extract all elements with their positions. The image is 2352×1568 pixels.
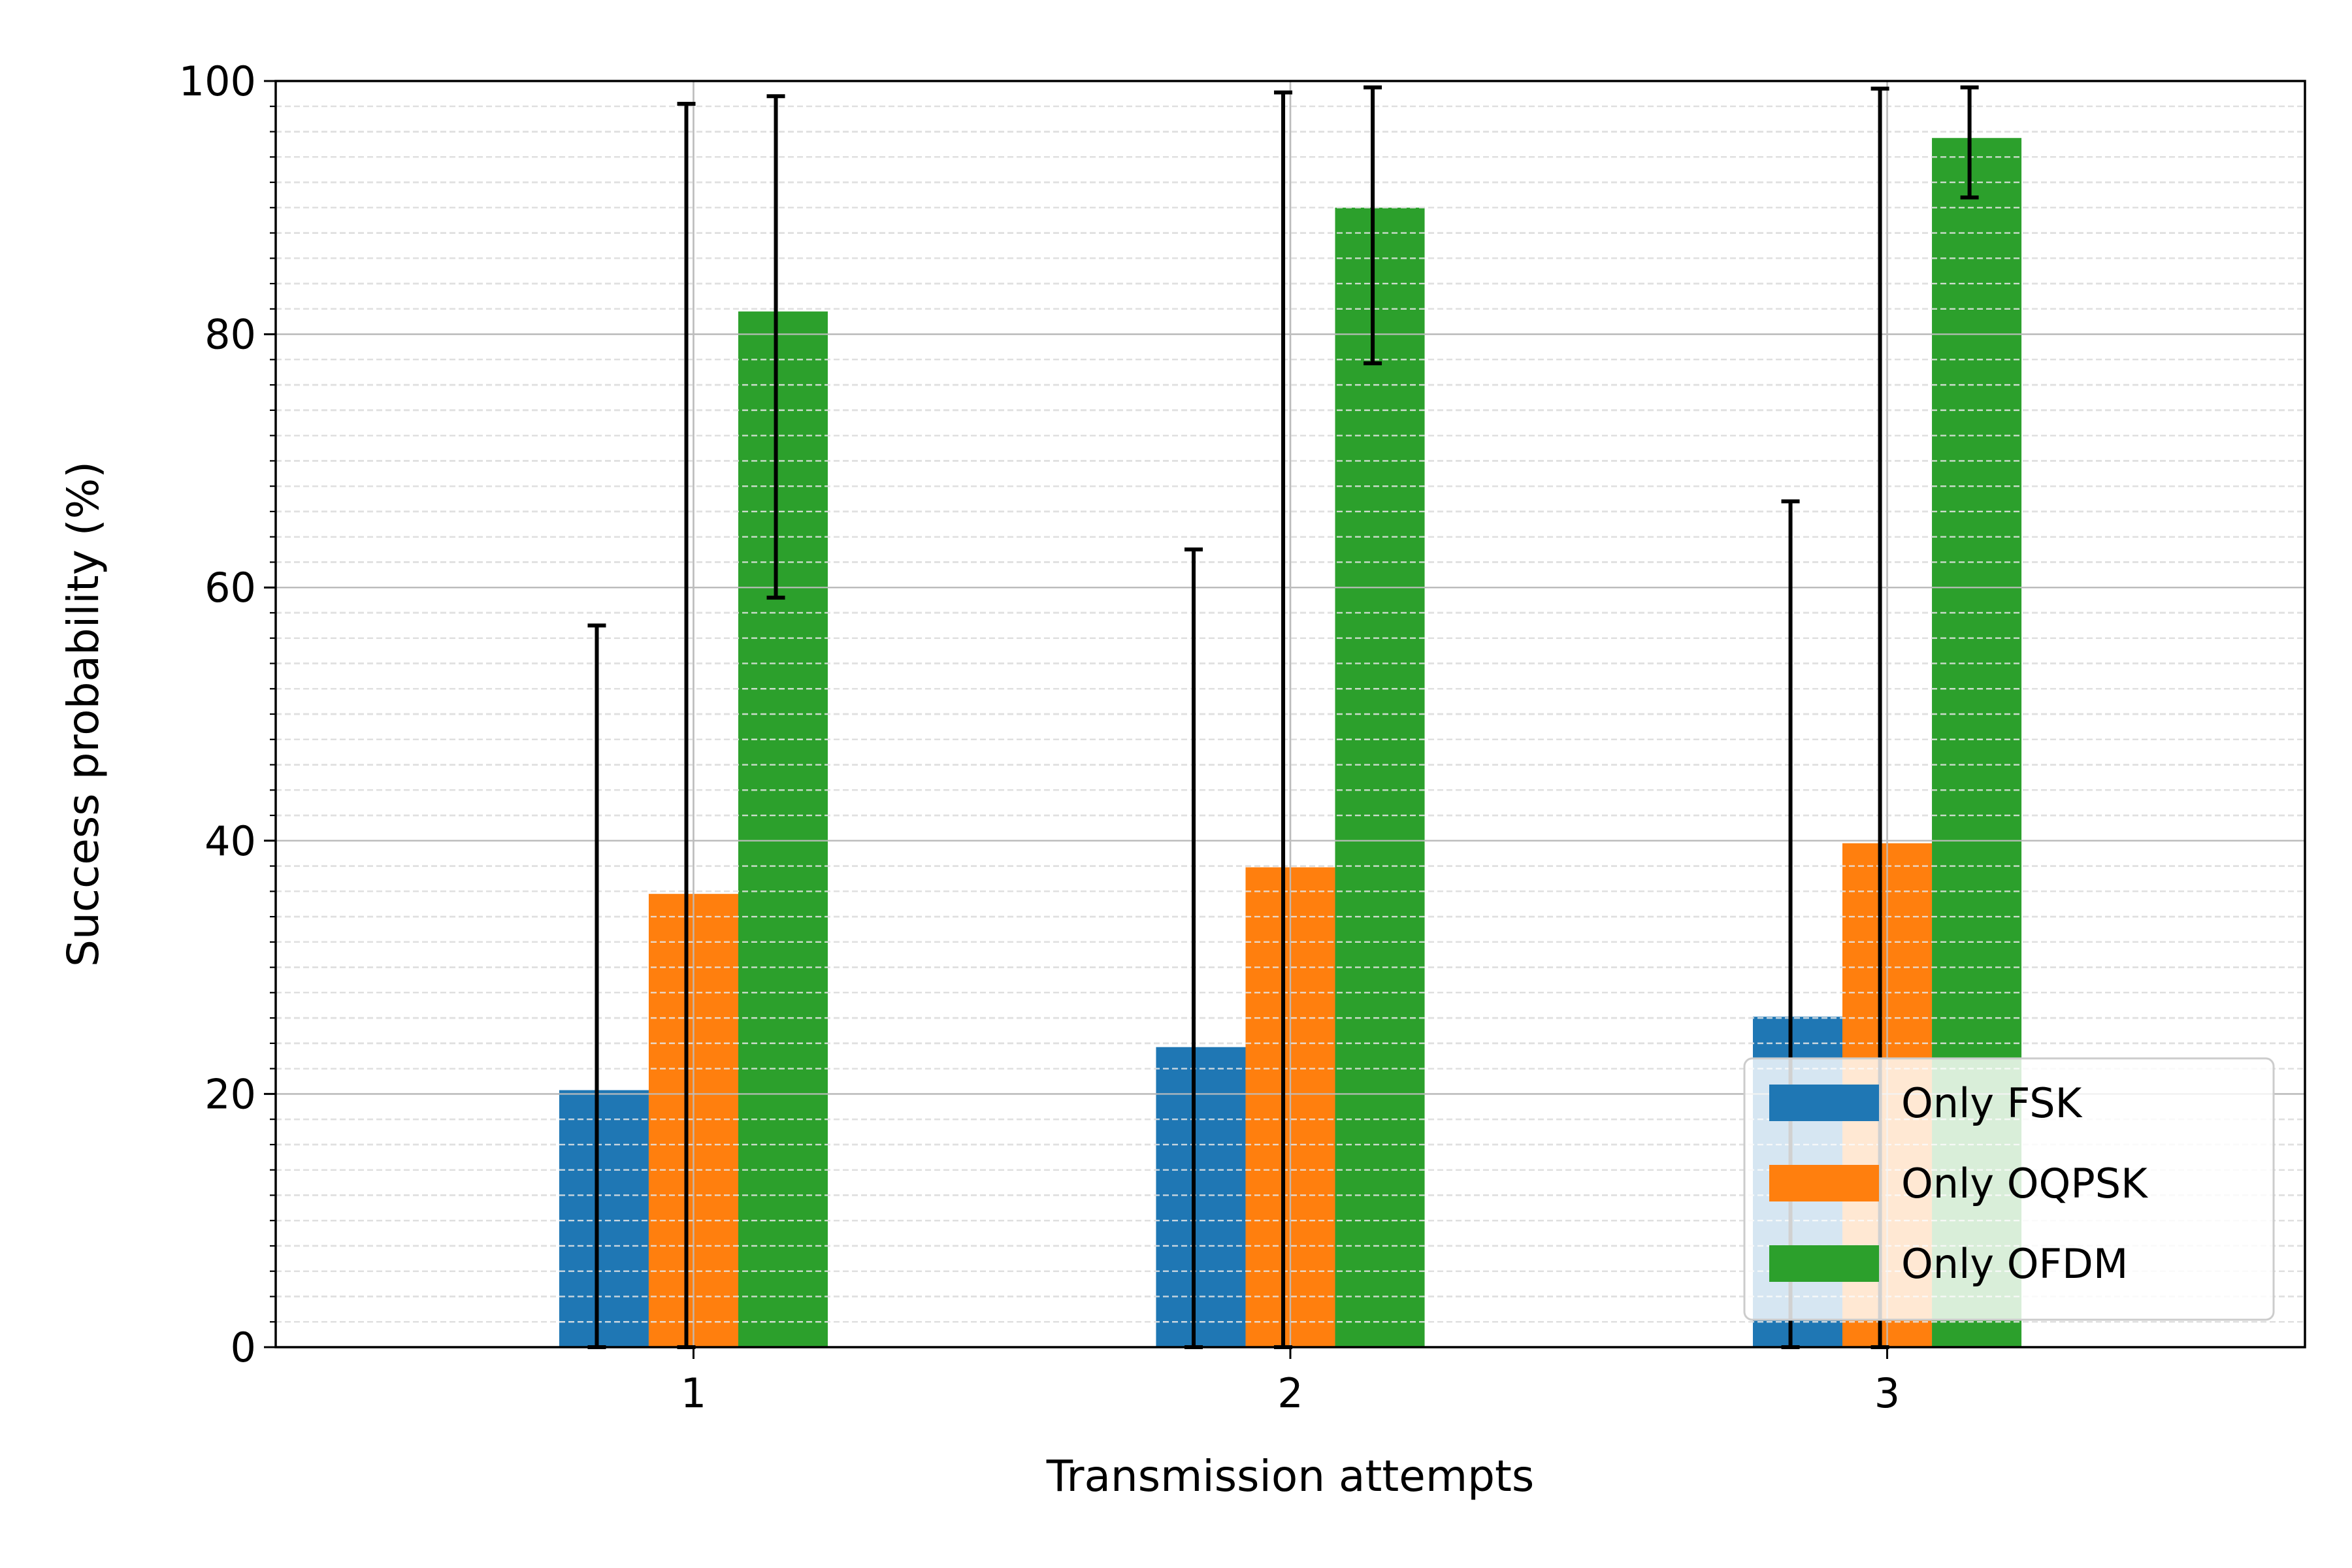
y-tick-label: 60 [204, 564, 256, 612]
bar [738, 311, 828, 1347]
legend-swatch [1769, 1085, 1879, 1121]
y-tick-label: 0 [231, 1324, 256, 1371]
x-tick-label: 1 [681, 1369, 706, 1417]
legend: Only FSK Only OQPSK Only OFDM [1743, 1057, 2275, 1321]
y-axis-label: Success probability (%) [58, 461, 108, 967]
x-tick-label: 2 [1277, 1369, 1303, 1417]
y-tick-label: 80 [204, 311, 256, 359]
legend-label: Only OQPSK [1901, 1160, 2148, 1207]
axis-ticks: 0 20 40 60 80 100 1 2 3 [179, 57, 1901, 1417]
bar [559, 1090, 649, 1347]
legend-swatch [1769, 1165, 1879, 1201]
y-tick-label: 40 [204, 817, 256, 865]
y-tick-label: 20 [204, 1070, 256, 1118]
legend-swatch [1769, 1245, 1879, 1282]
legend-label: Only OFDM [1901, 1240, 2128, 1288]
bar [1335, 207, 1425, 1347]
y-tick-label: 100 [179, 57, 256, 105]
bar [1156, 1047, 1246, 1347]
x-tick-label: 3 [1874, 1369, 1900, 1417]
x-axis-label: Transmission attempts [1046, 1451, 1535, 1501]
legend-label: Only FSK [1901, 1079, 2083, 1127]
